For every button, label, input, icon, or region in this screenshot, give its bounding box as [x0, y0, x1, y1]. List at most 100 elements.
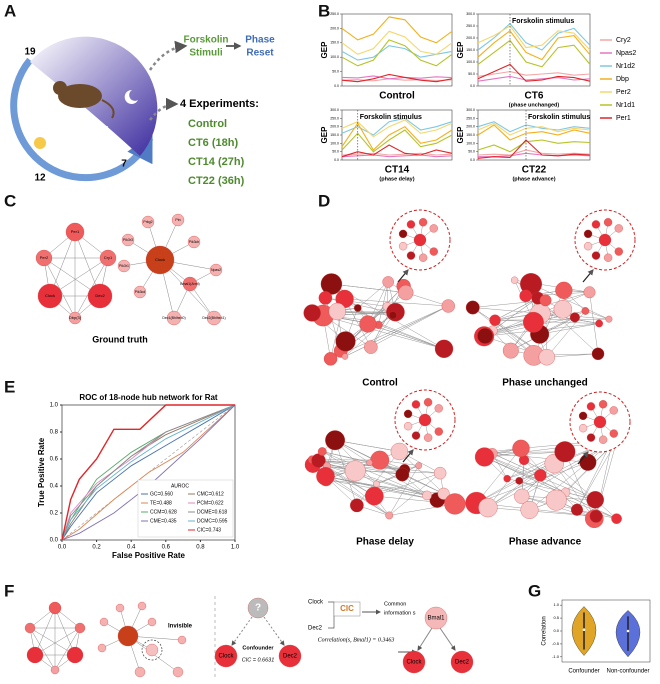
- edge: [54, 627, 81, 671]
- legend-title: AUROC: [171, 483, 189, 489]
- node: [434, 404, 443, 413]
- node: [434, 339, 454, 358]
- node: [555, 281, 573, 299]
- node: [583, 286, 596, 299]
- edge: [43, 257, 76, 319]
- median: [582, 628, 586, 632]
- cycle-ring: [10, 57, 154, 182]
- node: [465, 300, 480, 315]
- node: [598, 400, 608, 409]
- node: [603, 218, 613, 227]
- sun: [34, 137, 46, 149]
- edge: [480, 452, 566, 493]
- node: [99, 617, 109, 627]
- edge: [322, 451, 370, 463]
- node: [166, 310, 182, 326]
- series-line: [341, 16, 453, 44]
- node: [403, 409, 413, 419]
- node: [411, 400, 421, 409]
- node: [433, 466, 447, 480]
- node: [586, 491, 604, 509]
- plot-frame: [341, 13, 453, 87]
- y-tick-label: 100.0: [330, 141, 339, 145]
- node: [514, 488, 530, 504]
- node: [187, 235, 201, 249]
- node: [359, 315, 377, 333]
- series-line: [341, 122, 453, 151]
- legend-label: DCMC=0.595: [197, 518, 228, 524]
- series-line: [477, 30, 591, 61]
- y-axis-label: GEP: [456, 126, 465, 144]
- node: [583, 242, 593, 251]
- experiment: Control: [188, 118, 227, 130]
- series-line: [341, 154, 453, 158]
- edge: [472, 307, 534, 356]
- node: [478, 497, 498, 518]
- edge: [576, 440, 618, 510]
- series-line: [477, 75, 591, 82]
- edge: [231, 616, 253, 646]
- y-axis-label: Correlation: [542, 616, 548, 645]
- zoom-arrow: [582, 269, 594, 283]
- legend-label: CME=0.435: [150, 518, 177, 524]
- y-tick-label: 250.0: [466, 116, 475, 120]
- edge: [529, 462, 589, 511]
- edge: [34, 627, 81, 656]
- caption: Control: [362, 378, 398, 389]
- edge: [378, 324, 445, 350]
- node: [515, 477, 523, 485]
- moon: [124, 89, 138, 104]
- edge: [374, 472, 441, 497]
- legend-label: DCME=0.618: [197, 509, 227, 515]
- node: [418, 413, 432, 427]
- node: [605, 315, 613, 323]
- series-line: [477, 71, 591, 77]
- y-tick-label: 0.0: [334, 84, 339, 88]
- series-line: [341, 39, 453, 67]
- x-tick-label: Confounder: [568, 669, 599, 675]
- y-tick-label: 300.0: [330, 108, 339, 112]
- arrow: [148, 40, 188, 71]
- edge: [331, 283, 406, 293]
- annotation: Forskolin stimulus: [360, 114, 422, 121]
- edge: [371, 320, 445, 350]
- node-label: ?: [255, 603, 261, 614]
- legend-box: [137, 479, 234, 538]
- panel-label: G: [528, 581, 541, 600]
- node: [402, 650, 426, 674]
- x-tick-label: 0.0: [58, 545, 67, 551]
- node: [422, 490, 432, 501]
- node: [74, 622, 86, 634]
- node: [434, 427, 443, 436]
- y-tick-label: 150.0: [466, 133, 475, 137]
- node-label: Pik3r3: [123, 238, 133, 242]
- annotation: Forskolin stimulus: [512, 18, 574, 25]
- node: [429, 224, 438, 233]
- edge: [389, 503, 455, 516]
- series-line: [341, 119, 453, 138]
- node: [141, 215, 155, 229]
- y-tick-label: 200.0: [466, 36, 475, 40]
- x-tick-label: 0.4: [127, 545, 136, 551]
- y-axis-label: True Positive Rate: [37, 437, 46, 507]
- panel-label: F: [4, 581, 14, 600]
- edge: [476, 448, 522, 504]
- edge: [337, 311, 396, 313]
- y-tick-label: 100.0: [330, 55, 339, 59]
- y-tick-label: 0.5: [553, 615, 559, 620]
- edge: [564, 451, 595, 519]
- y-tick-label: 0.8: [50, 430, 59, 436]
- node: [441, 299, 455, 313]
- y-tick-label: 50.0: [332, 70, 339, 74]
- chart-title: ROC of 18-node hub network for Rat: [79, 393, 218, 402]
- roc-curve: [61, 404, 236, 541]
- node: [145, 245, 175, 275]
- node: [609, 406, 618, 415]
- caption: Phase unchanged: [502, 378, 588, 389]
- node: [66, 646, 84, 664]
- node: [502, 342, 519, 359]
- node: [385, 511, 394, 520]
- panel-label: A: [4, 1, 16, 20]
- y-tick-label: 250.0: [330, 12, 339, 16]
